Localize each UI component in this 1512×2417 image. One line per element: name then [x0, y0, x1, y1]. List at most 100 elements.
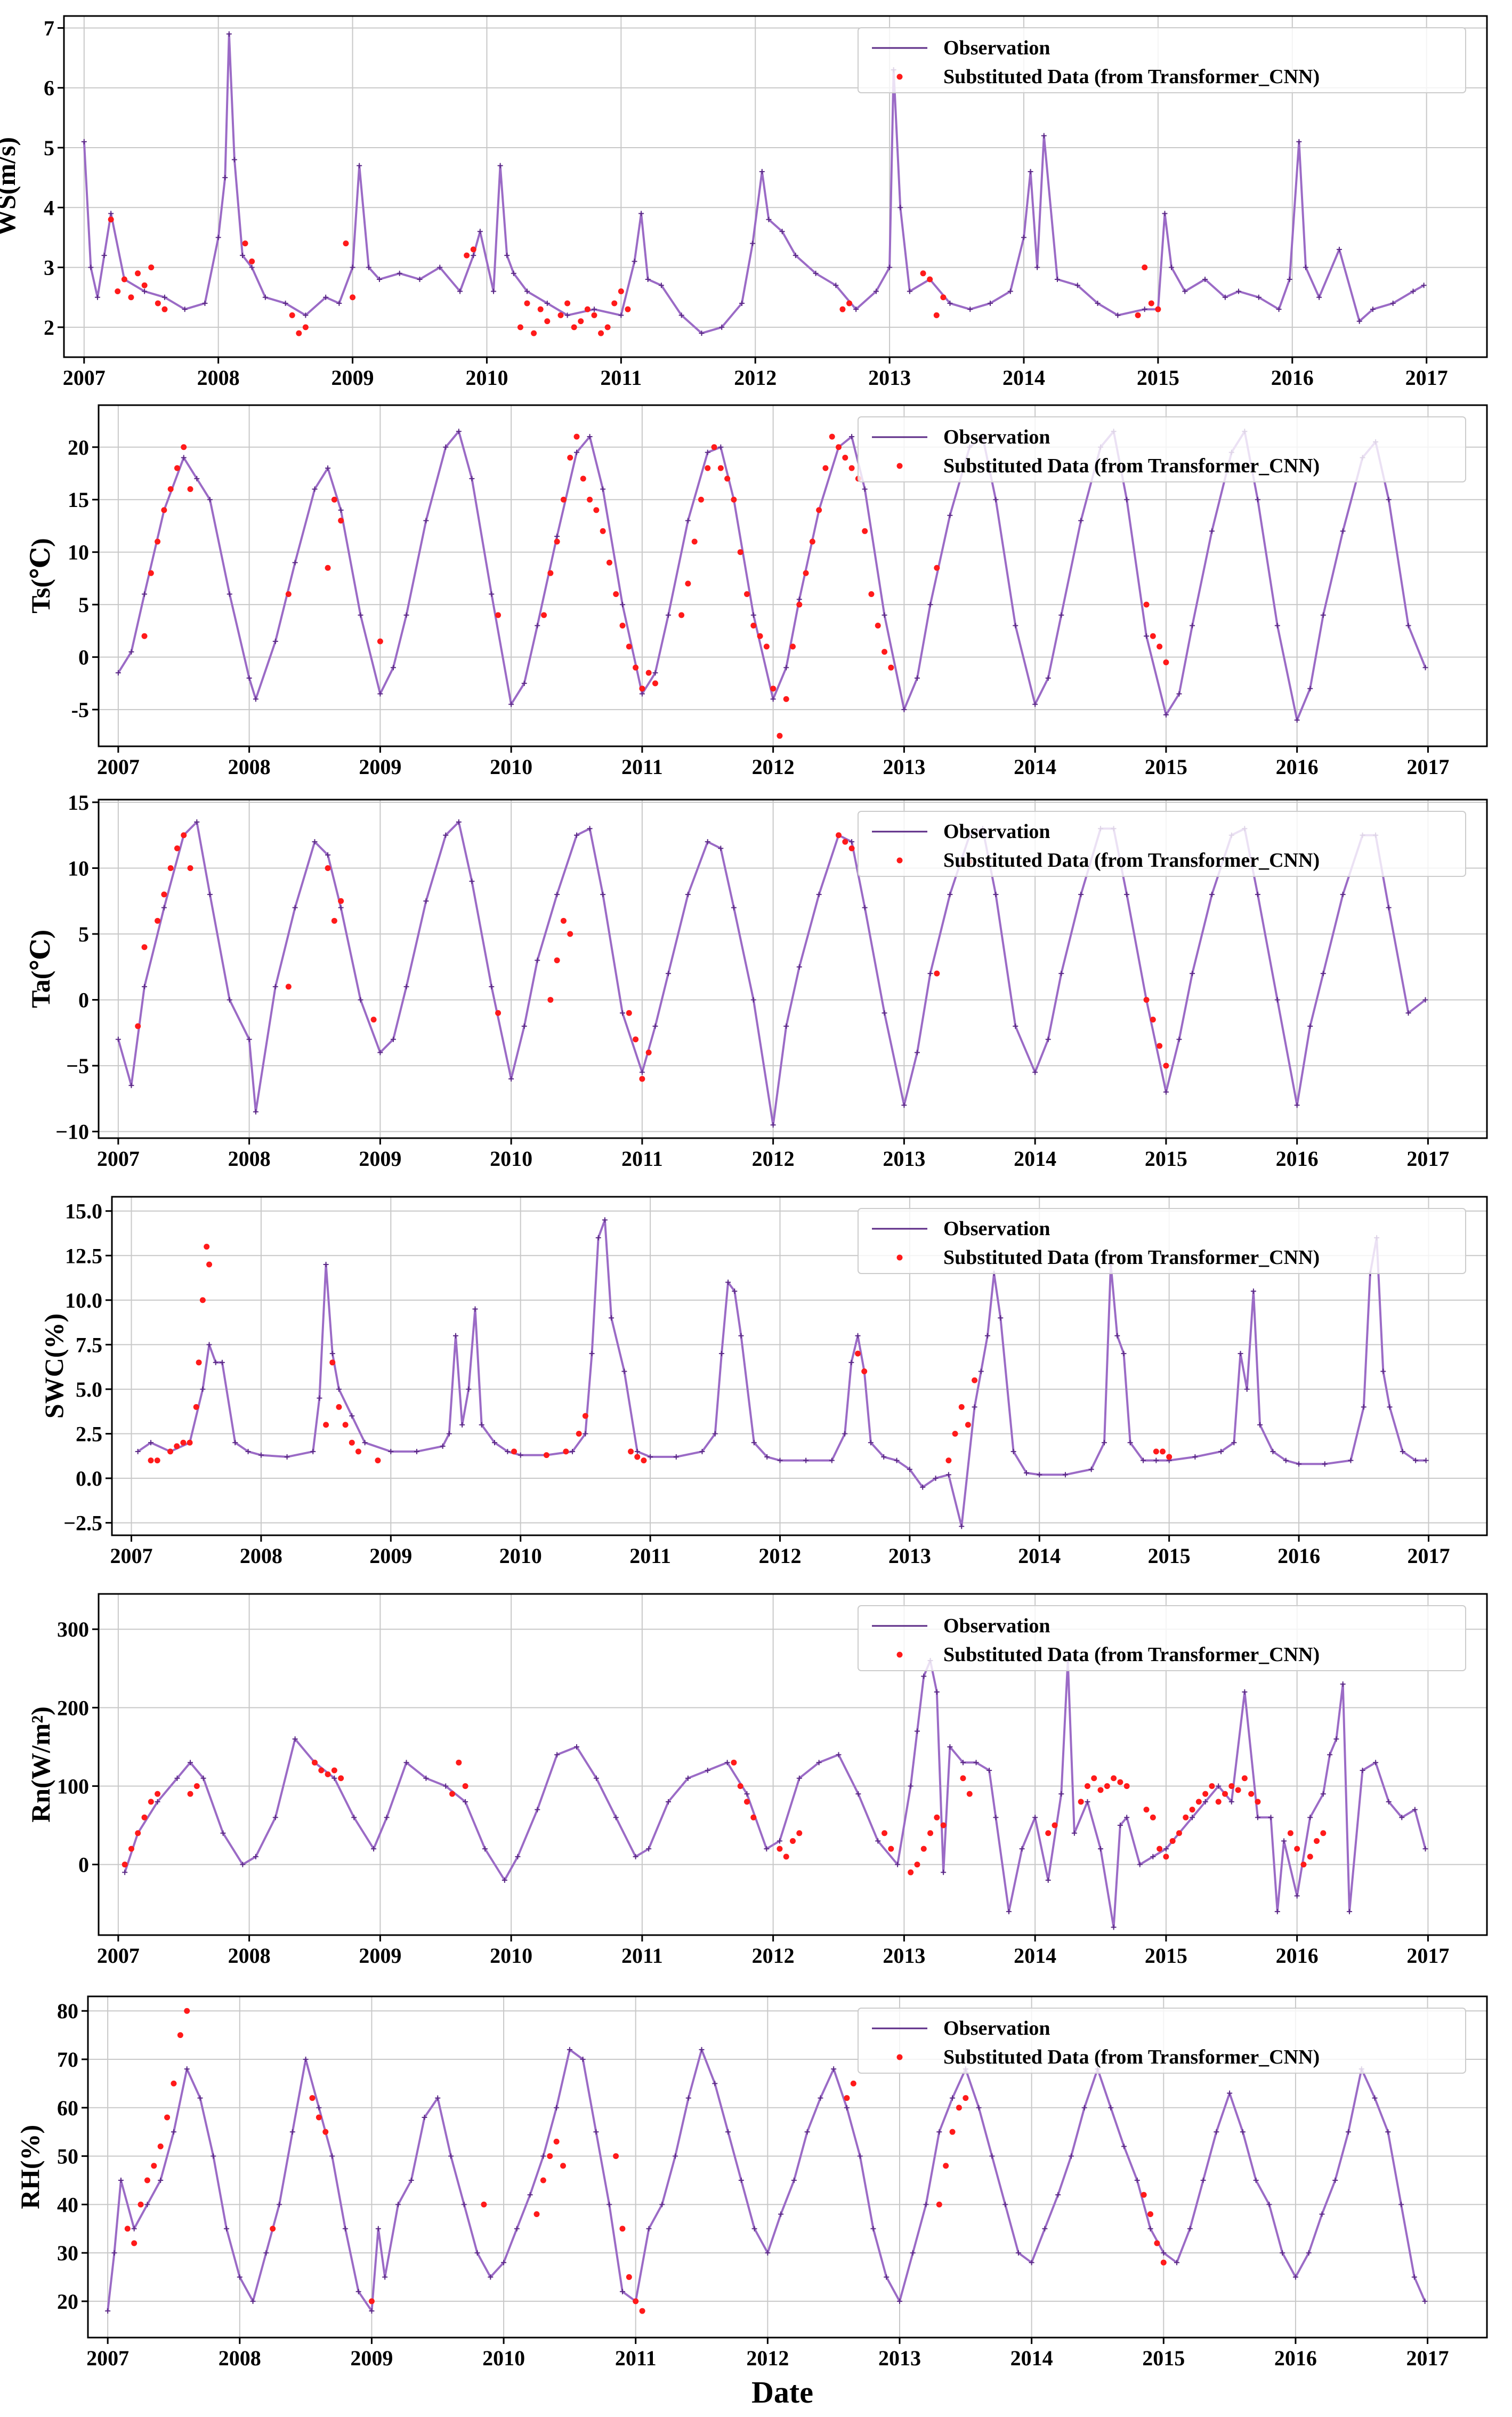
substituted-point [698, 496, 704, 503]
x-tick-label: 2015 [1137, 366, 1179, 390]
substituted-point [560, 917, 567, 924]
substituted-point [196, 1359, 202, 1366]
x-axis-title: Date [751, 2375, 813, 2410]
substituted-point [606, 559, 612, 566]
plot-frame [111, 1196, 1488, 1536]
substituted-point [1143, 997, 1150, 1003]
y-axis-label: Ts(℃) [26, 538, 55, 613]
substituted-point [1157, 1846, 1163, 1852]
y-tick-label: 30 [57, 2241, 78, 2265]
substituted-point [940, 294, 947, 301]
x-tick-label: 2007 [63, 366, 106, 390]
panel-rn: 2007 2008 2009 2010 2011 2012 2013 2014 2015 2016… [26, 1593, 1488, 1968]
y-tick-label: -5 [71, 698, 89, 722]
substituted-point [633, 664, 639, 671]
substituted-point [639, 2308, 645, 2314]
substituted-point [128, 294, 134, 301]
substituted-point [554, 538, 560, 545]
observation-line [107, 2048, 1426, 2313]
y-tick-label: −5 [66, 1054, 89, 1078]
x-tick-label: 2017 [1406, 755, 1449, 779]
substituted-point [141, 1814, 148, 1820]
x-tick-label: 2015 [1145, 1944, 1187, 1968]
substituted-point [1150, 1814, 1156, 1820]
x-tick-label: 2015 [1142, 2346, 1185, 2370]
y-tick-label: 10 [68, 541, 89, 565]
substituted-point [563, 1448, 569, 1455]
substituted-point [868, 591, 875, 597]
substituted-point [193, 1404, 199, 1410]
substituted-point [543, 1452, 549, 1459]
y-tick-label: −2.5 [63, 1511, 102, 1535]
y-axis-label: WS(m/s) [0, 137, 21, 236]
y-tick-label: 0 [78, 646, 89, 670]
substituted-point [323, 1422, 329, 1428]
substituted-point [1183, 1814, 1189, 1820]
substituted-point [770, 686, 777, 692]
x-tick-label: 2008 [228, 755, 271, 779]
substituted-point [1141, 2192, 1147, 2198]
substituted-point [206, 1261, 213, 1268]
substituted-point [322, 2129, 329, 2135]
x-tick-label: 2016 [1274, 2346, 1317, 2370]
substituted-point [181, 444, 187, 450]
y-axis-label: RH(%) [15, 2125, 45, 2209]
x-tick-label: 2012 [752, 755, 795, 779]
substituted-point [331, 1767, 337, 1774]
x-tick-label: 2008 [228, 1147, 271, 1171]
substituted-point [842, 839, 848, 845]
substituted-point [138, 2201, 144, 2207]
substituted-point [124, 2226, 131, 2232]
substituted-point [174, 1443, 180, 1449]
substituted-point [956, 2105, 962, 2111]
substituted-point [1091, 1775, 1097, 1782]
substituted-point [1222, 1791, 1228, 1797]
x-tick-label: 2011 [615, 2346, 657, 2370]
y-tick-label: 6 [44, 76, 54, 100]
substituted-point [1157, 643, 1163, 650]
substituted-point [524, 300, 530, 307]
substituted-point [517, 324, 523, 331]
substituted-point [115, 288, 121, 294]
substituted-point [705, 465, 711, 471]
substituted-point [331, 496, 337, 503]
substituted-point [633, 2298, 639, 2305]
substituted-point [757, 633, 763, 639]
panel-rh: 2007 2008 2009 2010 2011 2012 2013 2014 2015 2016… [15, 1995, 1488, 2370]
legend-substituted-label: Substituted Data (from Transformer_CNN) [943, 1246, 1320, 1269]
substituted-point [796, 1830, 803, 1836]
substituted-point [958, 1404, 965, 1410]
y-tick-label: 5 [78, 922, 89, 946]
substituted-point [626, 1010, 632, 1016]
y-tick-label: 12.5 [65, 1244, 102, 1268]
substituted-point [960, 1775, 966, 1782]
substituted-point [949, 2129, 956, 2135]
legend-box [858, 811, 1466, 877]
substituted-point [927, 1830, 934, 1836]
x-tick-label: 2015 [1148, 1544, 1191, 1568]
substituted-point [1189, 1807, 1195, 1813]
substituted-point [270, 2226, 276, 2232]
x-tick-label: 2013 [878, 2346, 921, 2370]
substituted-point [1135, 312, 1141, 318]
substituted-point [1155, 306, 1161, 312]
substituted-point [619, 623, 626, 629]
x-tick-label: 2017 [1405, 366, 1448, 390]
substituted-point [161, 306, 168, 312]
substituted-point [908, 1869, 914, 1875]
substituted-point [242, 240, 248, 247]
substituted-point [470, 246, 476, 253]
substituted-point [167, 486, 174, 493]
substituted-point [180, 1439, 187, 1446]
y-tick-label: 5 [78, 593, 89, 617]
substituted-point [167, 1448, 174, 1455]
substituted-point [187, 1791, 193, 1797]
substituted-point [456, 1759, 462, 1766]
substituted-point [717, 465, 724, 471]
x-tick-label: 2014 [1014, 755, 1056, 779]
substituted-point [560, 496, 567, 503]
legend-observation-label: Observation [943, 1615, 1050, 1637]
observation-line [124, 1659, 1427, 1929]
substituted-point [1123, 1783, 1130, 1789]
legend-observation-label: Observation [943, 37, 1050, 59]
